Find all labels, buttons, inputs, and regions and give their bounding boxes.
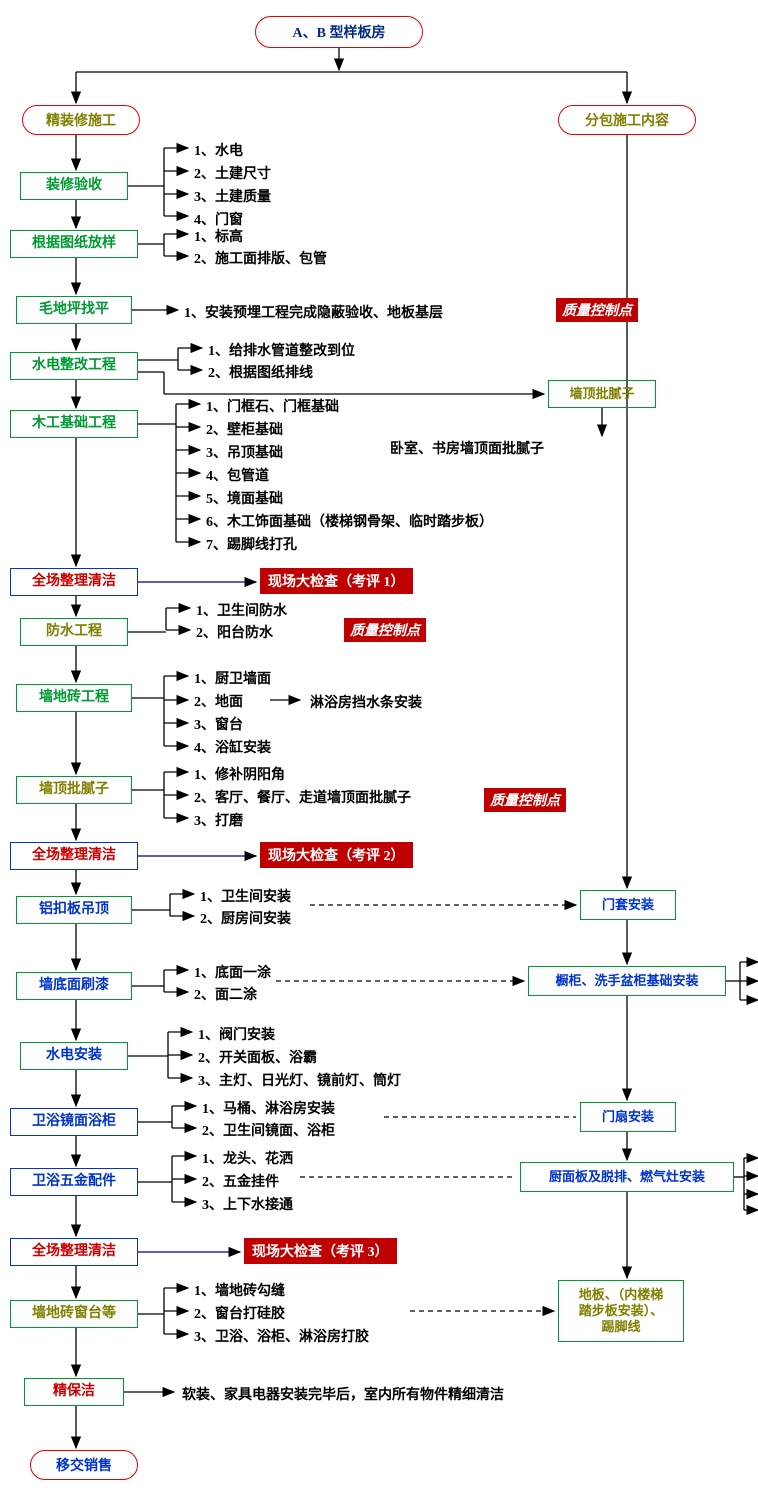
left-box-mgj: 木工基础工程 [10,410,138,438]
left-box-wywj: 卫浴五金配件 [10,1168,138,1196]
subitem-mdp-0: 1、安装预埋工程完成隐蔽验收、地板基层 [184,302,443,322]
subitem-mgj-6: 7、踢脚线打孔 [206,534,297,554]
subitem-sdaz-0: 1、阀门安装 [198,1024,275,1044]
right-box-mtz: 门套安装 [580,890,676,920]
left-box-fsgc: 防水工程 [20,618,128,646]
subitem-qdzct-0: 1、墙地砖勾缝 [194,1280,285,1300]
subitem-qdbnz-0: 1、修补阴阳角 [194,764,285,784]
left-box-cl2: 全场整理清洁 [10,842,138,870]
left-box-mdp: 毛地坪找平 [16,296,132,324]
left-box-sdaz: 水电安装 [20,1042,128,1070]
subitem-zxys-0: 1、水电 [194,140,243,160]
qc-1: 质量控制点 [556,298,638,322]
inspection-2: 现场大检查（考评 2） [260,842,413,868]
subitem-qdz-1: 2、地面 [194,691,243,711]
left-box-qdzct: 墙地砖窗台等 [10,1300,138,1328]
subitem-zxys-2: 3、土建质量 [194,186,271,206]
left-box-cl1: 全场整理清洁 [10,568,138,596]
left-pill: 精装修施工 [22,105,140,135]
subitem-mgj-1: 2、壁柜基础 [206,419,283,439]
left-box-wyjm: 卫浴镜面浴柜 [10,1108,138,1136]
left-box-sdzg: 水电整改工程 [10,352,138,380]
subitem-mgj-2: 3、吊顶基础 [206,442,283,462]
subitem-qdzct-2: 3、卫浴、浴柜、淋浴房打胶 [194,1326,369,1346]
subitem-fsgc-0: 1、卫生间防水 [196,600,287,620]
subitem-lkb-0: 1、卫生间安装 [200,886,291,906]
subitem-wyjm-0: 1、马桶、淋浴房安装 [202,1098,335,1118]
subitem-sdzg-0: 1、给排水管道整改到位 [208,340,355,360]
subitem-qdzct-1: 2、窗台打硅胶 [194,1303,285,1323]
left-box-qdmsq: 墙底面刷漆 [16,972,132,1000]
left-box-qdz: 墙地砖工程 [16,684,132,712]
subitem-mgj-5: 6、木工饰面基础（楼梯钢骨架、临时踏步板） [206,511,493,531]
subitem-sdaz-1: 2、开关面板、浴霸 [198,1047,317,1067]
subitem-sdzg-1: 2、根据图纸排线 [208,362,313,382]
subitem-qdz-0: 1、厨卫墙面 [194,668,271,688]
inspection-1: 现场大检查（考评 1） [260,568,413,594]
left-box-zxys: 装修验收 [20,172,128,200]
subitem-lkb-1: 2、厨房间安装 [200,908,291,928]
qdbnz-note: 卧室、书房墙顶面批腻子 [390,438,544,458]
right-box-cmp: 厨面板及脱排、燃气灶安装 [520,1162,734,1192]
subitem-qdbnz-1: 2、客厅、餐厅、走道墙顶面批腻子 [194,787,411,807]
left-box-cl3: 全场整理清洁 [10,1238,138,1266]
subitem-fsgc-1: 2、阳台防水 [196,622,273,642]
subitem-mgj-4: 5、境面基础 [206,488,283,508]
subitem-wywj-1: 2、五金挂件 [202,1171,279,1191]
subitem-wyjm-1: 2、卫生间镜面、浴柜 [202,1120,335,1140]
right-pill: 分包施工内容 [558,105,696,135]
right-box-msz: 门扇安装 [580,1102,676,1132]
subitem-gtfx-1: 2、施工面排版、包管 [194,248,327,268]
subitem-mgj-3: 4、包管道 [206,465,269,485]
subitem-qdmsq-0: 1、底面一涂 [194,962,271,982]
subitem-qdz-3: 4、浴缸安装 [194,737,271,757]
qc-3: 质量控制点 [484,788,566,812]
jbj-note: 软装、家具电器安装完毕后，室内所有物件精细清洁 [182,1384,504,1404]
right-box-dbtb: 地板、（内楼梯 踏步板安装）、 踢脚线 [558,1280,684,1342]
qdz-extra: 淋浴房挡水条安装 [310,692,422,712]
subitem-wywj-2: 3、上下水接通 [202,1194,293,1214]
left-box-qdbnz: 墙顶批腻子 [16,776,132,804]
left-box-gtfx: 根据图纸放样 [10,230,138,258]
top-pill: A、B 型样板房 [255,16,423,48]
left-box-jbj: 精保洁 [24,1378,124,1406]
right-box-qdbnz_r: 墙顶批腻子 [548,380,656,408]
subitem-wywj-0: 1、龙头、花洒 [202,1148,293,1168]
subitem-zxys-1: 2、土建尺寸 [194,163,271,183]
left-box-lkb: 铝扣板吊顶 [16,896,132,924]
subitem-sdaz-2: 3、主灯、日光灯、镜前灯、筒灯 [198,1070,401,1090]
subitem-qdmsq-1: 2、面二涂 [194,984,257,1004]
subitem-gtfx-0: 1、标高 [194,226,243,246]
subitem-qdz-2: 3、窗台 [194,714,243,734]
subitem-mgj-0: 1、门框石、门框基础 [206,396,339,416]
inspection-3: 现场大检查（考评 3） [244,1238,397,1264]
bottom-pill: 移交销售 [30,1450,138,1480]
qc-2: 质量控制点 [344,618,426,642]
subitem-qdbnz-2: 3、打磨 [194,810,243,830]
right-box-cgxsp: 橱柜、洗手盆柜基础安装 [528,966,726,996]
